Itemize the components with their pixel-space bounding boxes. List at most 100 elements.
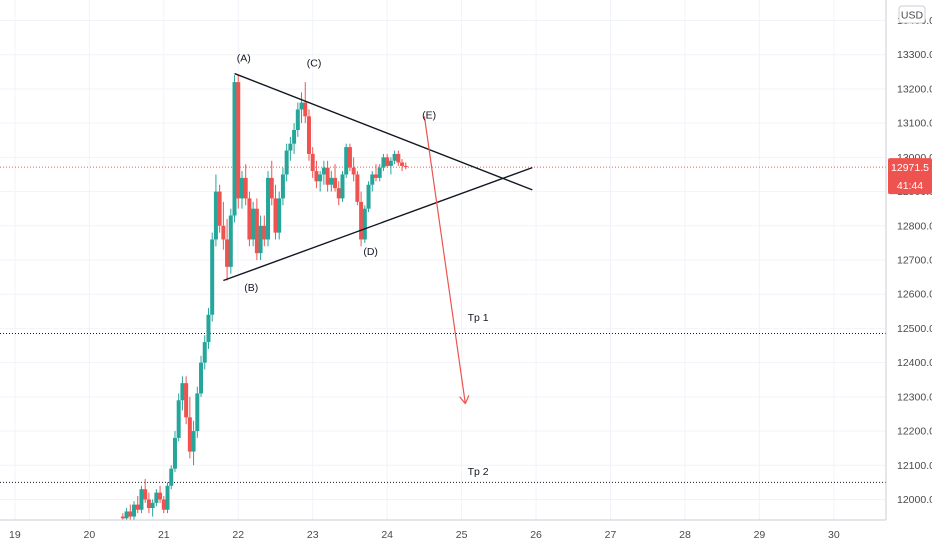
candle-body[interactable]	[139, 489, 144, 510]
candle-body[interactable]	[280, 174, 285, 199]
candle-body[interactable]	[213, 191, 218, 240]
last-price-badge-bg	[888, 158, 932, 195]
x-tick-label: 20	[84, 529, 96, 541]
drawing-tools[interactable]	[223, 72, 533, 405]
currency-button[interactable]: USD	[898, 5, 926, 24]
candle-body[interactable]	[333, 177, 338, 189]
candle-body[interactable]	[206, 314, 211, 343]
candle-body[interactable]	[362, 208, 367, 240]
candle-body[interactable]	[392, 153, 397, 161]
candle-body[interactable]	[321, 167, 326, 175]
candle-body[interactable]	[154, 492, 159, 503]
candle-body[interactable]	[295, 109, 300, 130]
projection-arrow[interactable]	[423, 116, 466, 404]
candle-body[interactable]	[120, 516, 125, 519]
candle-body[interactable]	[135, 504, 140, 510]
candle-body[interactable]	[243, 177, 248, 199]
candlestick-series[interactable]	[120, 75, 408, 524]
time-axis[interactable]	[0, 520, 886, 550]
candle-body[interactable]	[254, 208, 259, 254]
candle-body[interactable]	[199, 362, 204, 394]
candle-body[interactable]	[247, 198, 252, 240]
candle-body[interactable]	[236, 82, 241, 199]
candle-body[interactable]	[288, 143, 293, 151]
triangle-trendline[interactable]	[234, 72, 533, 191]
price-axis-ticks: 12000.0 12100.0 12200.0 12300.0 12400.0 12500…	[897, 15, 932, 506]
candle-body[interactable]	[269, 177, 274, 199]
candle-body[interactable]	[202, 342, 207, 363]
candle-body[interactable]	[191, 431, 196, 452]
candle-body[interactable]	[150, 502, 155, 509]
candle-body[interactable]	[284, 150, 289, 175]
candle-body[interactable]	[143, 489, 148, 500]
candle-body[interactable]	[169, 468, 174, 486]
candle-body[interactable]	[251, 208, 256, 240]
candle-body[interactable]	[329, 177, 334, 185]
candle-body[interactable]	[146, 499, 151, 509]
last-price-badge: 12971.5 41:44	[888, 158, 932, 195]
candle-body[interactable]	[128, 511, 133, 517]
candle-body[interactable]	[325, 167, 330, 185]
candle-body[interactable]	[351, 167, 356, 175]
candle-body[interactable]	[366, 184, 371, 209]
candle-body[interactable]	[396, 153, 401, 163]
candle-body[interactable]	[318, 174, 323, 182]
candle-body[interactable]	[381, 157, 386, 168]
candle-body[interactable]	[400, 162, 405, 166]
candle-body[interactable]	[187, 417, 192, 452]
candle-body[interactable]	[355, 174, 360, 202]
candle-body[interactable]	[336, 188, 341, 199]
x-tick-label: 30	[828, 529, 840, 541]
candle-body[interactable]	[344, 147, 349, 175]
candle-body[interactable]	[161, 499, 166, 510]
candle-body[interactable]	[377, 167, 382, 178]
y-tick-label: 12700.0	[897, 255, 932, 267]
candle-body[interactable]	[388, 160, 393, 166]
candle-body[interactable]	[172, 437, 177, 469]
candle-body[interactable]	[306, 116, 311, 154]
candle-body[interactable]	[403, 165, 408, 168]
candle-body[interactable]	[266, 177, 271, 240]
candle-body[interactable]	[217, 191, 222, 226]
candle-body[interactable]	[258, 225, 263, 254]
candle-body[interactable]	[314, 171, 319, 182]
y-tick-label: 12500.0	[897, 323, 932, 335]
x-tick-label: 27	[605, 529, 617, 541]
candle-body[interactable]	[124, 511, 129, 519]
candle-body[interactable]	[180, 383, 185, 401]
candle-body[interactable]	[132, 504, 137, 517]
candle-body[interactable]	[273, 198, 278, 233]
candle-body[interactable]	[385, 157, 390, 166]
candle-body[interactable]	[176, 400, 181, 438]
candle-body[interactable]	[228, 215, 233, 267]
wave-label: (C)	[307, 58, 322, 70]
candle-body[interactable]	[303, 102, 308, 117]
candle-body[interactable]	[292, 130, 297, 144]
candle-body[interactable]	[340, 174, 345, 199]
projection-arrow-head	[459, 396, 466, 405]
wave-label: Tp 1	[468, 312, 489, 324]
candle-body[interactable]	[221, 225, 226, 240]
candle-body[interactable]	[347, 147, 352, 168]
candle-body[interactable]	[210, 239, 215, 315]
candle-body[interactable]	[277, 198, 282, 233]
x-tick-label: 23	[307, 529, 319, 541]
candle-body[interactable]	[373, 174, 378, 178]
candle-body[interactable]	[262, 225, 267, 240]
candle-body[interactable]	[232, 82, 237, 216]
candle-body[interactable]	[158, 492, 163, 500]
candle-body[interactable]	[165, 485, 170, 510]
candle-body[interactable]	[370, 174, 375, 185]
wave-annotations: (A) (B) (C) (D) (E) Tp 1 Tp 2	[237, 53, 489, 478]
candle-body[interactable]	[299, 102, 304, 110]
candle-body[interactable]	[225, 239, 230, 267]
candle-body[interactable]	[359, 201, 364, 240]
triangle-trendline[interactable]	[223, 166, 533, 282]
currency-button-frame	[898, 5, 926, 24]
candle-body[interactable]	[239, 177, 244, 199]
candle-body[interactable]	[184, 383, 189, 418]
candle-body[interactable]	[195, 393, 200, 432]
price-axis[interactable]	[886, 0, 932, 550]
candle-body[interactable]	[310, 153, 315, 172]
